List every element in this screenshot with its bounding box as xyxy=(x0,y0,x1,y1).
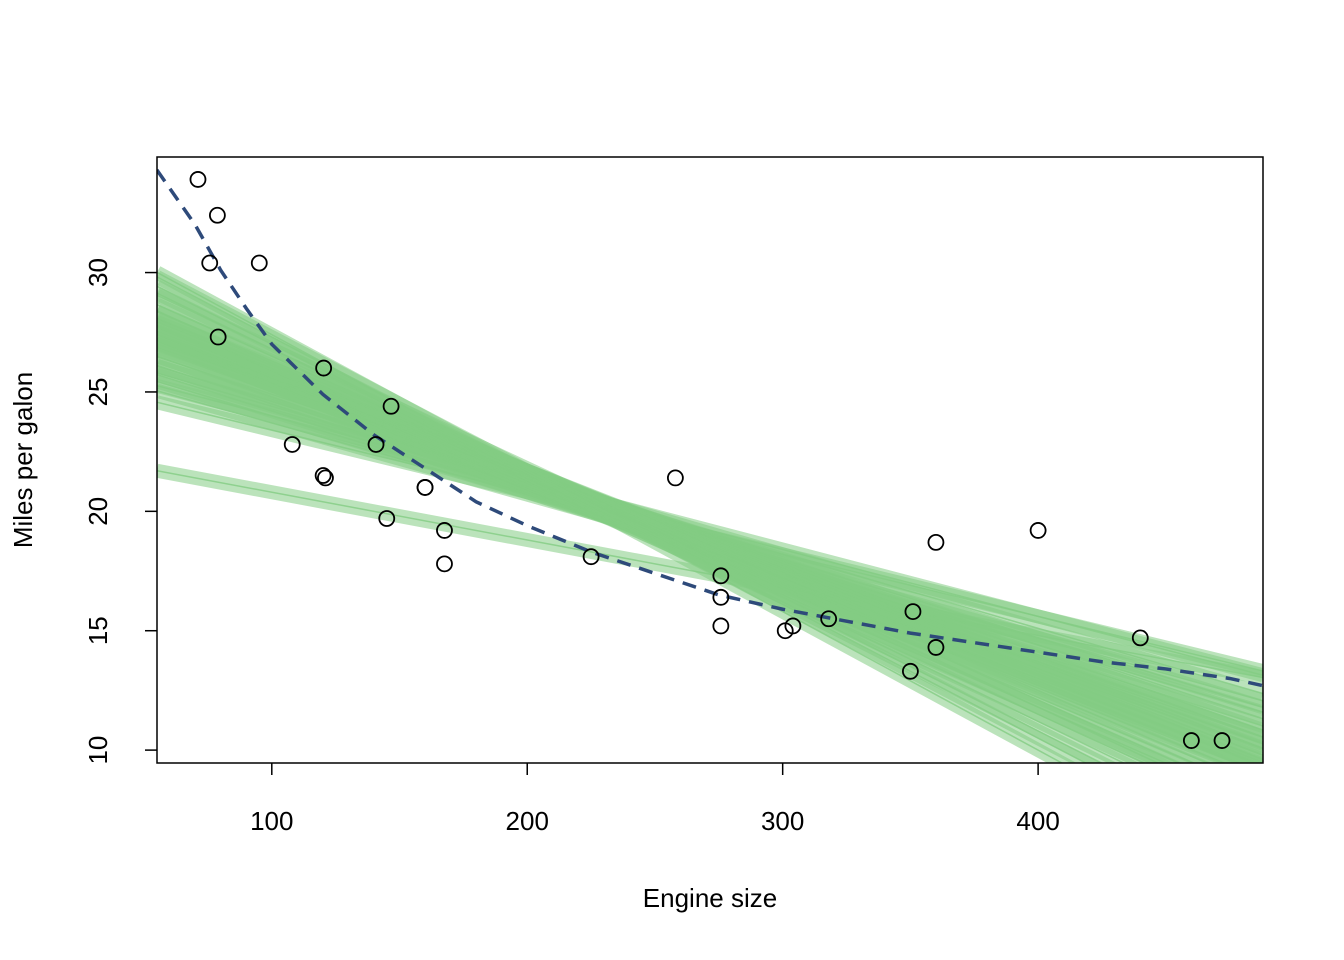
y-tick-label: 30 xyxy=(83,258,113,287)
point xyxy=(209,328,227,346)
y-tick-label: 15 xyxy=(83,616,113,645)
point xyxy=(315,359,333,377)
point xyxy=(582,548,600,566)
plot-frame xyxy=(156,156,1264,764)
point xyxy=(712,567,730,585)
x-tick-label: 400 xyxy=(1016,806,1059,836)
y-tick-label: 25 xyxy=(83,377,113,406)
point xyxy=(712,588,730,606)
point xyxy=(901,662,919,680)
point xyxy=(1182,732,1200,749)
point xyxy=(1029,522,1047,539)
x-tick-label: 200 xyxy=(506,806,549,836)
point xyxy=(283,436,301,453)
point xyxy=(436,555,453,573)
point xyxy=(378,510,396,527)
point xyxy=(820,610,838,628)
point xyxy=(250,254,268,272)
x-tick-label: 300 xyxy=(761,806,804,836)
point xyxy=(367,436,385,453)
point xyxy=(904,603,922,621)
point xyxy=(317,469,334,487)
x-axis-label: Engine size xyxy=(643,883,777,913)
point xyxy=(1213,732,1231,749)
point xyxy=(382,397,400,415)
plot-area xyxy=(157,168,1263,763)
point xyxy=(416,479,434,496)
point xyxy=(1131,629,1149,647)
x-tick-label: 100 xyxy=(250,806,293,836)
point xyxy=(208,206,226,224)
y-tick-label: 20 xyxy=(83,497,113,526)
point xyxy=(776,622,794,640)
point xyxy=(927,533,945,551)
fit-curve xyxy=(157,168,1263,688)
point xyxy=(927,639,945,656)
point xyxy=(189,171,207,188)
point xyxy=(314,467,332,484)
y-tick-label: 10 xyxy=(83,736,113,765)
point xyxy=(436,522,453,539)
y-axis-label: Miles per galon xyxy=(8,372,38,548)
point xyxy=(666,469,684,487)
point xyxy=(712,617,730,635)
bootstrap-line-edge xyxy=(157,271,1064,763)
point xyxy=(201,254,219,272)
